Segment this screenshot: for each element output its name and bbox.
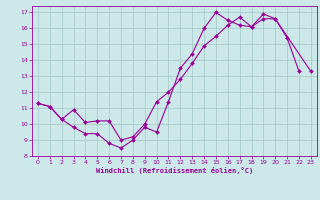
X-axis label: Windchill (Refroidissement éolien,°C): Windchill (Refroidissement éolien,°C) — [96, 167, 253, 174]
